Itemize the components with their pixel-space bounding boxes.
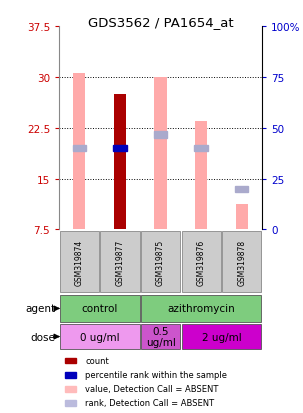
FancyBboxPatch shape: [60, 325, 140, 349]
FancyBboxPatch shape: [141, 231, 180, 293]
Bar: [65, 400, 76, 406]
Text: control: control: [82, 304, 118, 314]
FancyBboxPatch shape: [181, 231, 221, 293]
Bar: [154, 132, 167, 138]
Text: GSM319877: GSM319877: [115, 239, 125, 285]
Text: count: count: [85, 356, 109, 365]
Text: azithromycin: azithromycin: [167, 304, 235, 314]
Text: GSM319878: GSM319878: [237, 239, 246, 285]
FancyBboxPatch shape: [222, 231, 261, 293]
Bar: [236, 205, 248, 230]
Bar: [73, 146, 86, 152]
Text: 0 ug/ml: 0 ug/ml: [80, 332, 119, 342]
Bar: [235, 186, 248, 192]
Bar: [195, 121, 207, 230]
FancyBboxPatch shape: [60, 295, 140, 322]
Text: GDS3562 / PA1654_at: GDS3562 / PA1654_at: [88, 16, 233, 28]
Bar: [195, 146, 208, 152]
Bar: [65, 372, 76, 378]
FancyBboxPatch shape: [141, 295, 261, 322]
Text: rank, Detection Call = ABSENT: rank, Detection Call = ABSENT: [85, 399, 215, 408]
Text: percentile rank within the sample: percentile rank within the sample: [85, 370, 228, 379]
Text: GSM319874: GSM319874: [75, 239, 84, 285]
Bar: [113, 146, 127, 152]
Bar: [114, 95, 126, 230]
Bar: [65, 386, 76, 392]
Bar: [65, 358, 76, 363]
Bar: [73, 74, 85, 230]
FancyBboxPatch shape: [141, 325, 180, 349]
Text: value, Detection Call = ABSENT: value, Detection Call = ABSENT: [85, 385, 219, 393]
Bar: [155, 78, 167, 230]
Text: GSM319876: GSM319876: [197, 239, 206, 285]
Text: dose: dose: [30, 332, 55, 342]
FancyBboxPatch shape: [181, 325, 261, 349]
Text: 0.5
ug/ml: 0.5 ug/ml: [146, 326, 175, 347]
FancyBboxPatch shape: [60, 231, 99, 293]
Text: GSM319875: GSM319875: [156, 239, 165, 285]
FancyBboxPatch shape: [100, 231, 140, 293]
Text: 2 ug/ml: 2 ug/ml: [201, 332, 241, 342]
Text: agent: agent: [25, 304, 55, 314]
